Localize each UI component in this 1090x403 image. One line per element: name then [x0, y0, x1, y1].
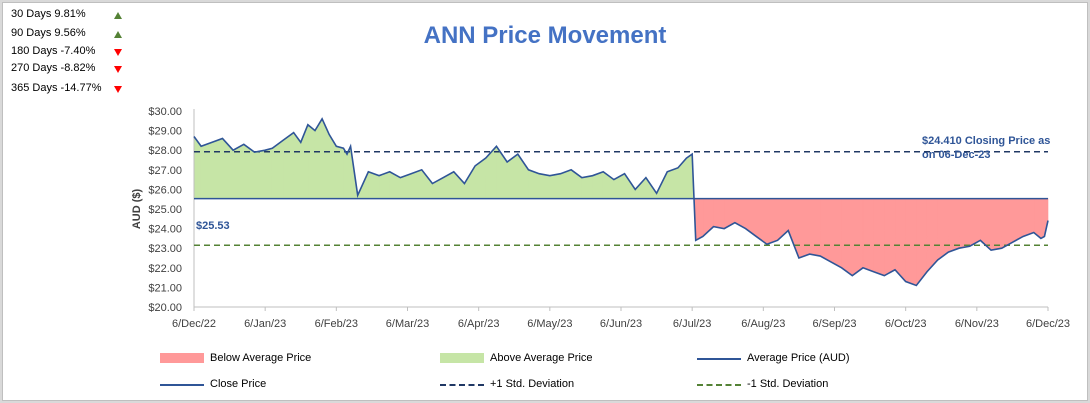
up-arrow-icon	[114, 31, 122, 38]
x-tick-label: 6/Dec/22	[172, 318, 216, 330]
x-tick-label: 6/Sep/23	[812, 318, 856, 330]
legend-swatch	[697, 384, 741, 386]
close-price-line	[193, 117, 1049, 287]
y-tick-label: $26.00	[148, 184, 182, 196]
closing-price-annotation: $24.410 Closing Price as on 06-Dec-23	[922, 135, 1050, 161]
price-chart: $20.00 $21.00 $22.00 $23.00 $24.00 $25.00 $26.…	[131, 106, 1070, 330]
x-tick-label: 6/Jul/23	[673, 318, 712, 330]
down-arrow-icon	[114, 86, 122, 93]
stat-label: 90 Days 9.56%	[11, 27, 86, 39]
stat-row: 365 Days -14.77%	[11, 82, 102, 94]
y-tick-label: $22.00	[148, 263, 182, 275]
below-average-area	[693, 198, 1049, 287]
y-tick-label: $25.00	[148, 204, 182, 216]
stat-label: 180 Days -7.40%	[11, 45, 96, 57]
x-tick-label: 6/Mar/23	[386, 318, 429, 330]
stat-label: 365 Days -14.77%	[11, 82, 102, 94]
legend-label: -1 Std. Deviation	[747, 378, 829, 390]
down-arrow-icon	[114, 49, 122, 56]
stat-label: 270 Days -8.82%	[11, 62, 96, 74]
legend-label: Above Average Price	[490, 352, 593, 364]
legend-label: Below Average Price	[210, 352, 312, 364]
stat-row: 270 Days -8.82%	[11, 62, 95, 74]
legend-swatch	[440, 353, 484, 363]
x-tick-label: 6/Nov/23	[955, 318, 999, 330]
stat-row: 90 Days 9.56%	[11, 27, 86, 39]
x-tick-label: 6/Apr/23	[458, 318, 500, 330]
y-tick-label: $24.00	[148, 224, 182, 236]
y-tick-label: $23.00	[148, 243, 182, 255]
up-arrow-icon	[114, 12, 122, 19]
stat-row: 30 Days 9.81%	[11, 8, 86, 20]
legend-label: +1 Std. Deviation	[490, 378, 575, 390]
average-price-annotation: $25.53	[196, 220, 230, 232]
legend-swatch	[440, 384, 484, 386]
down-arrow-icon	[114, 66, 122, 73]
x-tick-label: 6/Feb/23	[315, 318, 358, 330]
legend-swatch	[160, 353, 204, 363]
y-axis-label: AUD ($)	[131, 189, 143, 230]
chart-title: ANN Price Movement	[423, 22, 667, 49]
y-tick-label: $29.00	[148, 126, 182, 138]
stat-label: 30 Days 9.81%	[11, 8, 86, 20]
y-tick-label: $27.00	[148, 165, 182, 177]
legend-swatch	[697, 358, 741, 360]
legend-label: Average Price (AUD)	[747, 352, 850, 364]
x-tick-label: 6/May/23	[527, 318, 572, 330]
y-tick-label: $30.00	[148, 106, 182, 118]
x-tick-label: 6/Dec/23	[1026, 318, 1070, 330]
x-tick-label: 6/Jun/23	[600, 318, 642, 330]
legend-swatch	[160, 384, 204, 386]
x-tick-label: 6/Jan/23	[244, 318, 286, 330]
y-tick-label: $28.00	[148, 145, 182, 157]
x-tick-label: 6/Aug/23	[741, 318, 785, 330]
x-tick-label: 6/Oct/23	[885, 318, 927, 330]
y-tick-label: $21.00	[148, 282, 182, 294]
legend-label: Close Price	[210, 378, 267, 390]
y-tick-label: $20.00	[148, 302, 182, 314]
above-average-area	[193, 117, 695, 199]
stat-row: 180 Days -7.40%	[11, 45, 95, 57]
